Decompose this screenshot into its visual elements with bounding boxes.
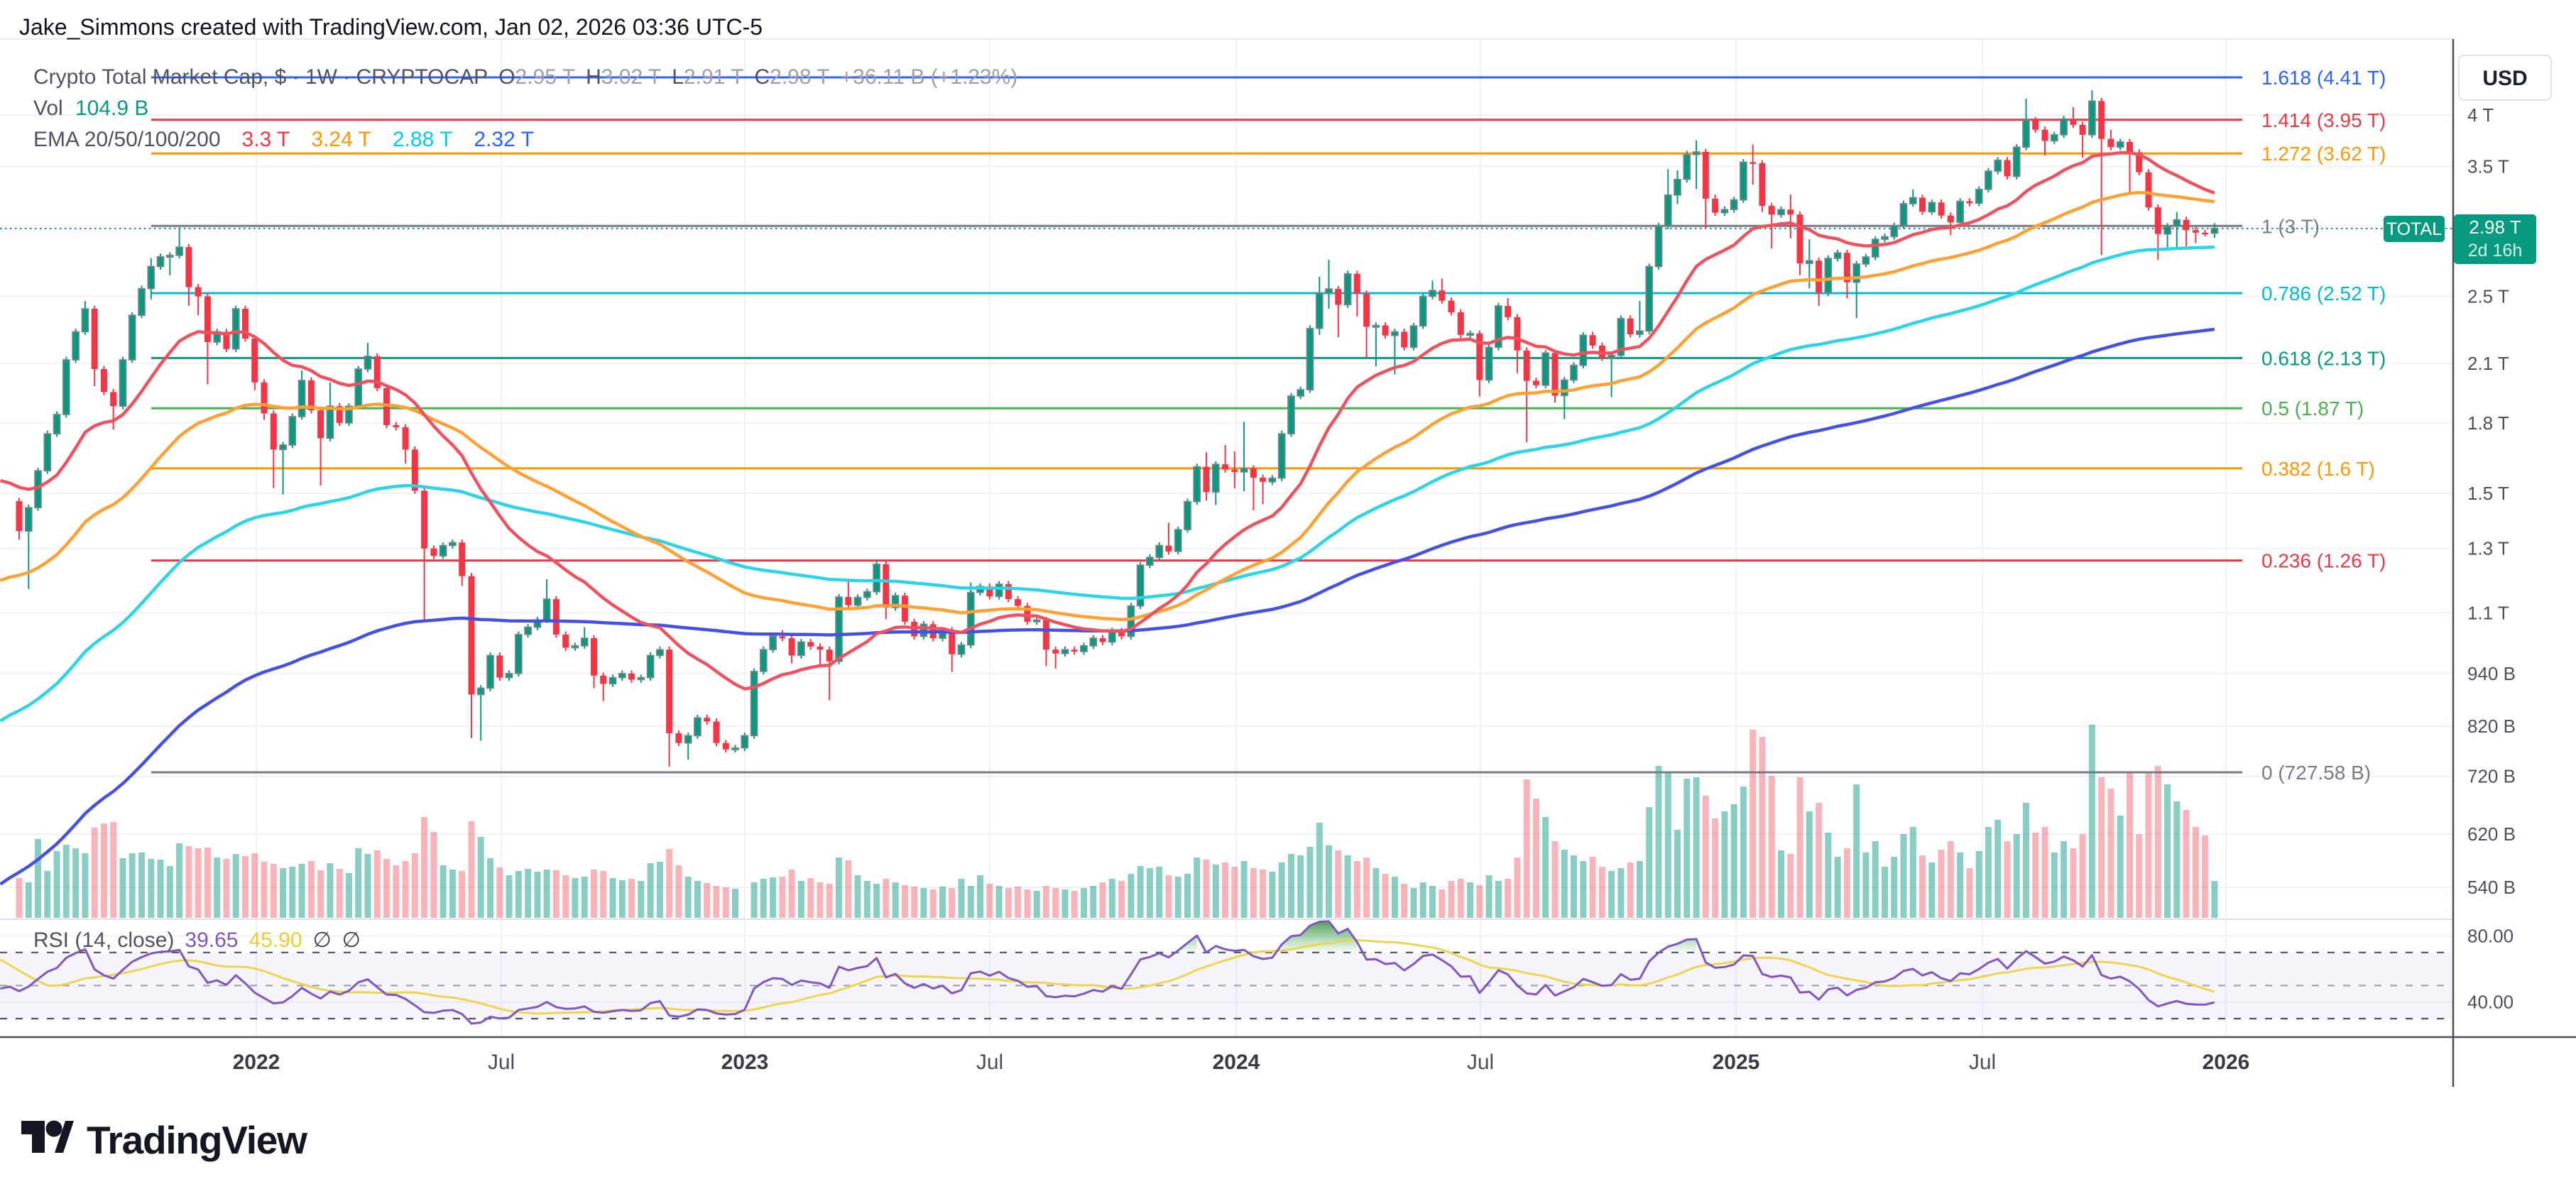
svg-text:USD: USD <box>2482 67 2527 90</box>
svg-text:0.618 (2.13 T): 0.618 (2.13 T) <box>2261 347 2386 369</box>
svg-text:2.98 T: 2.98 T <box>2469 217 2521 238</box>
svg-text:TradingView: TradingView <box>87 1118 307 1162</box>
svg-text:4 T: 4 T <box>2467 104 2494 126</box>
svg-text:2.1 T: 2.1 T <box>2467 353 2509 374</box>
svg-text:720 B: 720 B <box>2467 766 2516 787</box>
svg-text:620 B: 620 B <box>2467 823 2516 845</box>
svg-text:1.618 (4.41 T): 1.618 (4.41 T) <box>2261 67 2386 89</box>
svg-text:1.414 (3.95 T): 1.414 (3.95 T) <box>2261 109 2386 131</box>
svg-text:1 (3 T): 1 (3 T) <box>2261 215 2320 237</box>
svg-text:TOTAL: TOTAL <box>2386 219 2442 239</box>
svg-text:1.5 T: 1.5 T <box>2467 483 2509 504</box>
svg-text:80.00: 80.00 <box>2467 926 2514 947</box>
svg-text:0.236 (1.26 T): 0.236 (1.26 T) <box>2261 550 2386 572</box>
svg-text:2024: 2024 <box>1213 1051 1260 1074</box>
svg-text:0.786 (2.52 T): 0.786 (2.52 T) <box>2261 283 2386 305</box>
svg-text:1.1 T: 1.1 T <box>2467 602 2509 623</box>
svg-text:Jul: Jul <box>1969 1051 1996 1074</box>
svg-text:Vol: Vol <box>33 97 63 120</box>
svg-text:2d 16h: 2d 16h <box>2468 241 2522 261</box>
svg-text:2025: 2025 <box>1713 1051 1760 1074</box>
svg-text:940 B: 940 B <box>2467 663 2516 684</box>
svg-text:RSI (14, close) 39.65 45.90 ∅: RSI (14, close) 39.65 45.90 ∅ ∅ <box>33 928 361 952</box>
svg-text:1.8 T: 1.8 T <box>2467 412 2509 434</box>
svg-text:2023: 2023 <box>721 1051 769 1074</box>
svg-text:820 B: 820 B <box>2467 716 2516 737</box>
svg-text:Jul: Jul <box>488 1051 515 1074</box>
svg-text:Crypto Total Market Cap, $ · 1: Crypto Total Market Cap, $ · 1W · CRYPTO… <box>33 65 1017 89</box>
svg-text:3.5 T: 3.5 T <box>2467 156 2509 177</box>
svg-text:0.5 (1.87 T): 0.5 (1.87 T) <box>2261 398 2364 420</box>
svg-text:40.00: 40.00 <box>2467 992 2514 1013</box>
svg-text:0 (727.58 B): 0 (727.58 B) <box>2261 762 2371 784</box>
svg-text:1.272 (3.62 T): 1.272 (3.62 T) <box>2261 143 2386 165</box>
svg-text:0.382 (1.6 T): 0.382 (1.6 T) <box>2261 458 2375 480</box>
svg-text:Jul: Jul <box>976 1051 1003 1074</box>
svg-text:Jake_Simmons created with Trad: Jake_Simmons created with TradingView.co… <box>19 14 763 40</box>
svg-text:2022: 2022 <box>233 1051 280 1074</box>
svg-text:540 B: 540 B <box>2467 877 2516 898</box>
svg-text:1.3 T: 1.3 T <box>2467 538 2509 559</box>
svg-text:2026: 2026 <box>2203 1051 2250 1074</box>
svg-text:104.9 B: 104.9 B <box>75 97 148 120</box>
svg-text:2.5 T: 2.5 T <box>2467 285 2509 307</box>
svg-text:EMA 20/50/100/200 3.3 T 3.24: EMA 20/50/100/200 3.3 T 3.24 T 2.88 T 2.… <box>33 128 534 151</box>
svg-text:Jul: Jul <box>1467 1051 1494 1074</box>
